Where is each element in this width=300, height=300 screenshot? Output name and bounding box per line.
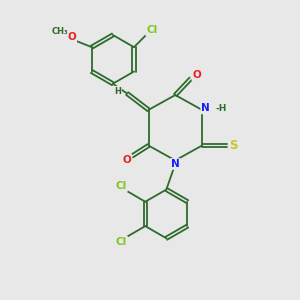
Text: S: S [230,139,238,152]
Text: N: N [201,103,210,113]
Text: Cl: Cl [116,237,127,247]
Text: Cl: Cl [116,181,127,191]
Text: H: H [114,87,121,96]
Text: N: N [171,159,180,169]
Text: Cl: Cl [146,25,158,35]
Text: O: O [122,154,131,164]
Text: CH₃: CH₃ [52,27,68,36]
Text: -H: -H [215,104,227,113]
Text: O: O [192,70,201,80]
Text: O: O [68,32,76,42]
